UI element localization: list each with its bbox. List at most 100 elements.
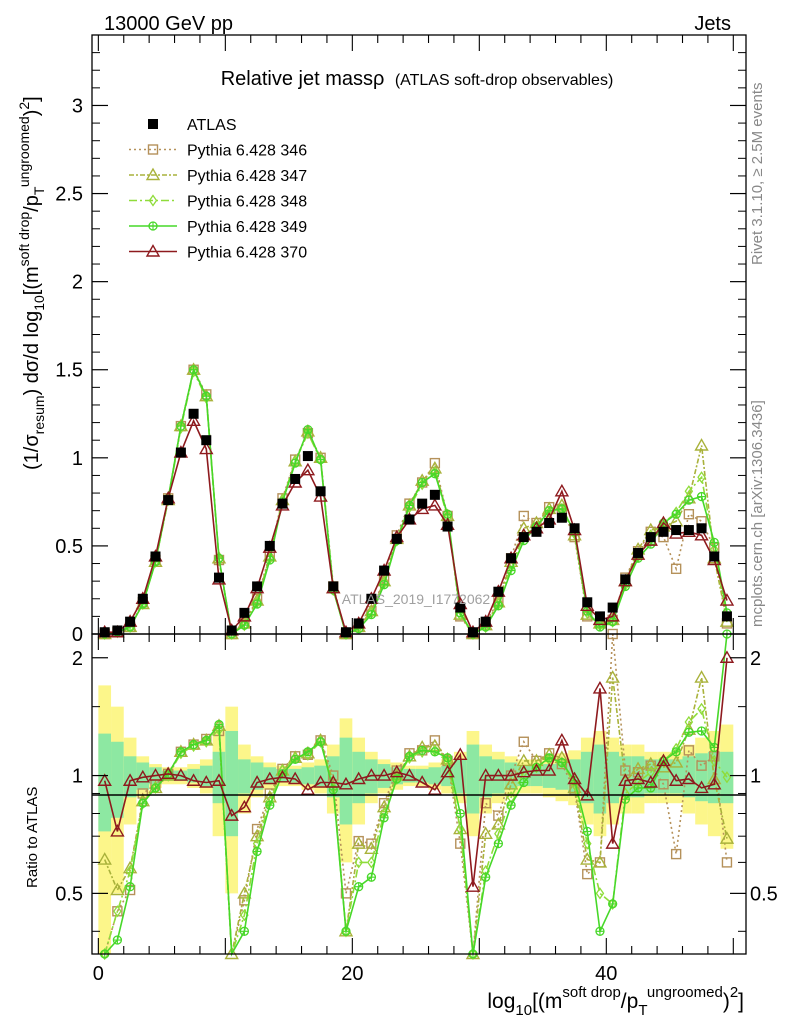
ratio-data-point <box>354 856 363 869</box>
ratio-data-point <box>122 773 138 786</box>
main-data-point <box>506 553 517 564</box>
main-data-point-cross <box>418 478 427 487</box>
main-data-point <box>379 565 390 576</box>
ratio-y-tick-label-right: 2 <box>750 648 761 670</box>
ratio-data-point <box>643 775 658 788</box>
ratio-data-point-cross <box>240 927 249 936</box>
ratio-data-point <box>592 680 608 694</box>
ratio-data-point <box>237 885 252 899</box>
ratio-data-point <box>186 773 201 786</box>
band-inner-bin <box>720 751 734 804</box>
ratio-data-point <box>696 760 707 771</box>
ratio-data-point <box>367 856 376 869</box>
main-data-point <box>671 525 682 536</box>
main-data-point <box>670 563 682 575</box>
ylabel-sub2: 10 <box>31 295 47 311</box>
ratio-data-point <box>516 764 531 778</box>
header-right-label: Jets <box>694 13 731 35</box>
main-data-point-cross <box>672 510 681 519</box>
ratio-data-point <box>376 768 392 781</box>
ratio-data-point-cross <box>456 809 465 818</box>
ratio-data-point-cross <box>291 755 300 764</box>
main-series-0 <box>99 408 732 638</box>
ylabel-sup1: soft drop <box>16 212 32 267</box>
ratio-data-point <box>427 782 443 795</box>
band-inner-bin <box>301 767 315 785</box>
ratio-data-point <box>97 773 112 786</box>
legend-marker <box>148 119 158 129</box>
ratio-data-point-cross <box>507 801 516 810</box>
ratio-data-point <box>683 745 695 756</box>
main-data-point <box>607 602 618 613</box>
main-data-point <box>303 427 313 440</box>
chart-title-main: Relative jet massρ <box>221 68 385 90</box>
ratio-data-point-cross <box>557 758 566 767</box>
ratio-data-point <box>313 775 328 788</box>
ratio-data-point <box>554 732 570 746</box>
ratio-data-point <box>721 857 733 868</box>
band-inner-bin <box>225 730 239 837</box>
main-data-point-cross <box>240 621 249 630</box>
main-data-point <box>315 486 326 497</box>
ratio-data-point <box>618 773 633 786</box>
ratio-data-point <box>592 854 608 868</box>
ratio-data-point <box>364 768 379 781</box>
ylabel-mid3: /p <box>21 195 43 212</box>
ratio-data-point-cross <box>646 783 655 792</box>
main-data-point <box>531 526 542 537</box>
main-data-point-cross <box>710 538 719 547</box>
main-data-point <box>721 611 732 622</box>
main-y-axis-label: (1/σresum) dσ/d log10[(msoft drop/pTungr… <box>16 96 47 470</box>
main-data-point <box>620 574 631 585</box>
analysis-watermark: ATLAS_2019_I1772062 <box>342 591 491 607</box>
main-data-point-cross <box>202 392 211 401</box>
ratio-data-point <box>160 766 176 780</box>
main-data-point-cross <box>608 617 617 626</box>
xlabel-sup1: soft drop <box>562 984 620 1001</box>
ratio-data-point <box>237 799 252 813</box>
band-inner-bin <box>123 756 137 798</box>
legend: ATLAS Pythia 6.428 346 Pythia 6.428 347 Pyt… <box>129 117 307 262</box>
ratio-data-point <box>351 771 366 785</box>
x-tick-label: 0 <box>93 963 104 985</box>
main-data-point <box>518 532 529 543</box>
ratio-data-point-cross <box>672 747 681 756</box>
main-data-point <box>264 540 275 551</box>
main-y-tick-label: 0.5 <box>55 536 83 558</box>
ratio-series-line <box>103 657 728 887</box>
ratio-data-point <box>478 768 493 781</box>
ratio-data-point <box>389 764 404 778</box>
main-data-point-cross <box>291 459 300 468</box>
band-inner-bin <box>682 756 696 798</box>
main-y-tick-label: 3 <box>72 95 83 117</box>
ratio-data-point <box>275 769 290 783</box>
main-data-point <box>404 514 415 525</box>
legend-label: Pythia 6.428 370 <box>187 245 307 262</box>
main-data-point <box>697 471 706 484</box>
ratio-data-point-cross <box>405 752 414 761</box>
main-data-point <box>125 616 136 627</box>
ratio-data-point <box>251 823 263 835</box>
main-data-point <box>427 497 443 511</box>
ratio-data-point-cross <box>265 801 274 810</box>
legend-entry-0: ATLAS <box>148 117 237 134</box>
ratio-data-point <box>567 780 582 794</box>
ratio-y-tick-label-right: 0.5 <box>750 883 778 905</box>
main-data-point <box>429 489 440 500</box>
ratio-data-point <box>249 775 265 788</box>
ratio-data-point-cross <box>202 736 211 745</box>
ratio-data-point <box>97 852 112 865</box>
ratio-data-point <box>453 747 468 760</box>
ratio-data-point <box>707 776 722 790</box>
ratio-data-point <box>503 768 519 781</box>
band-inner-bin <box>492 759 505 794</box>
ylabel-sup3: 2 <box>16 102 32 110</box>
band-inner-bin <box>238 759 251 794</box>
main-data-point-cross <box>557 504 566 513</box>
ratio-y-tick-label-right: 1 <box>750 766 761 788</box>
ratio-data-point <box>326 775 341 788</box>
main-data-point <box>277 498 288 509</box>
ratio-data-point <box>300 782 316 795</box>
rivet-version-label: Rivet 3.1.10, ≥ 2.5M events <box>749 83 766 266</box>
main-panel-series <box>97 362 735 641</box>
